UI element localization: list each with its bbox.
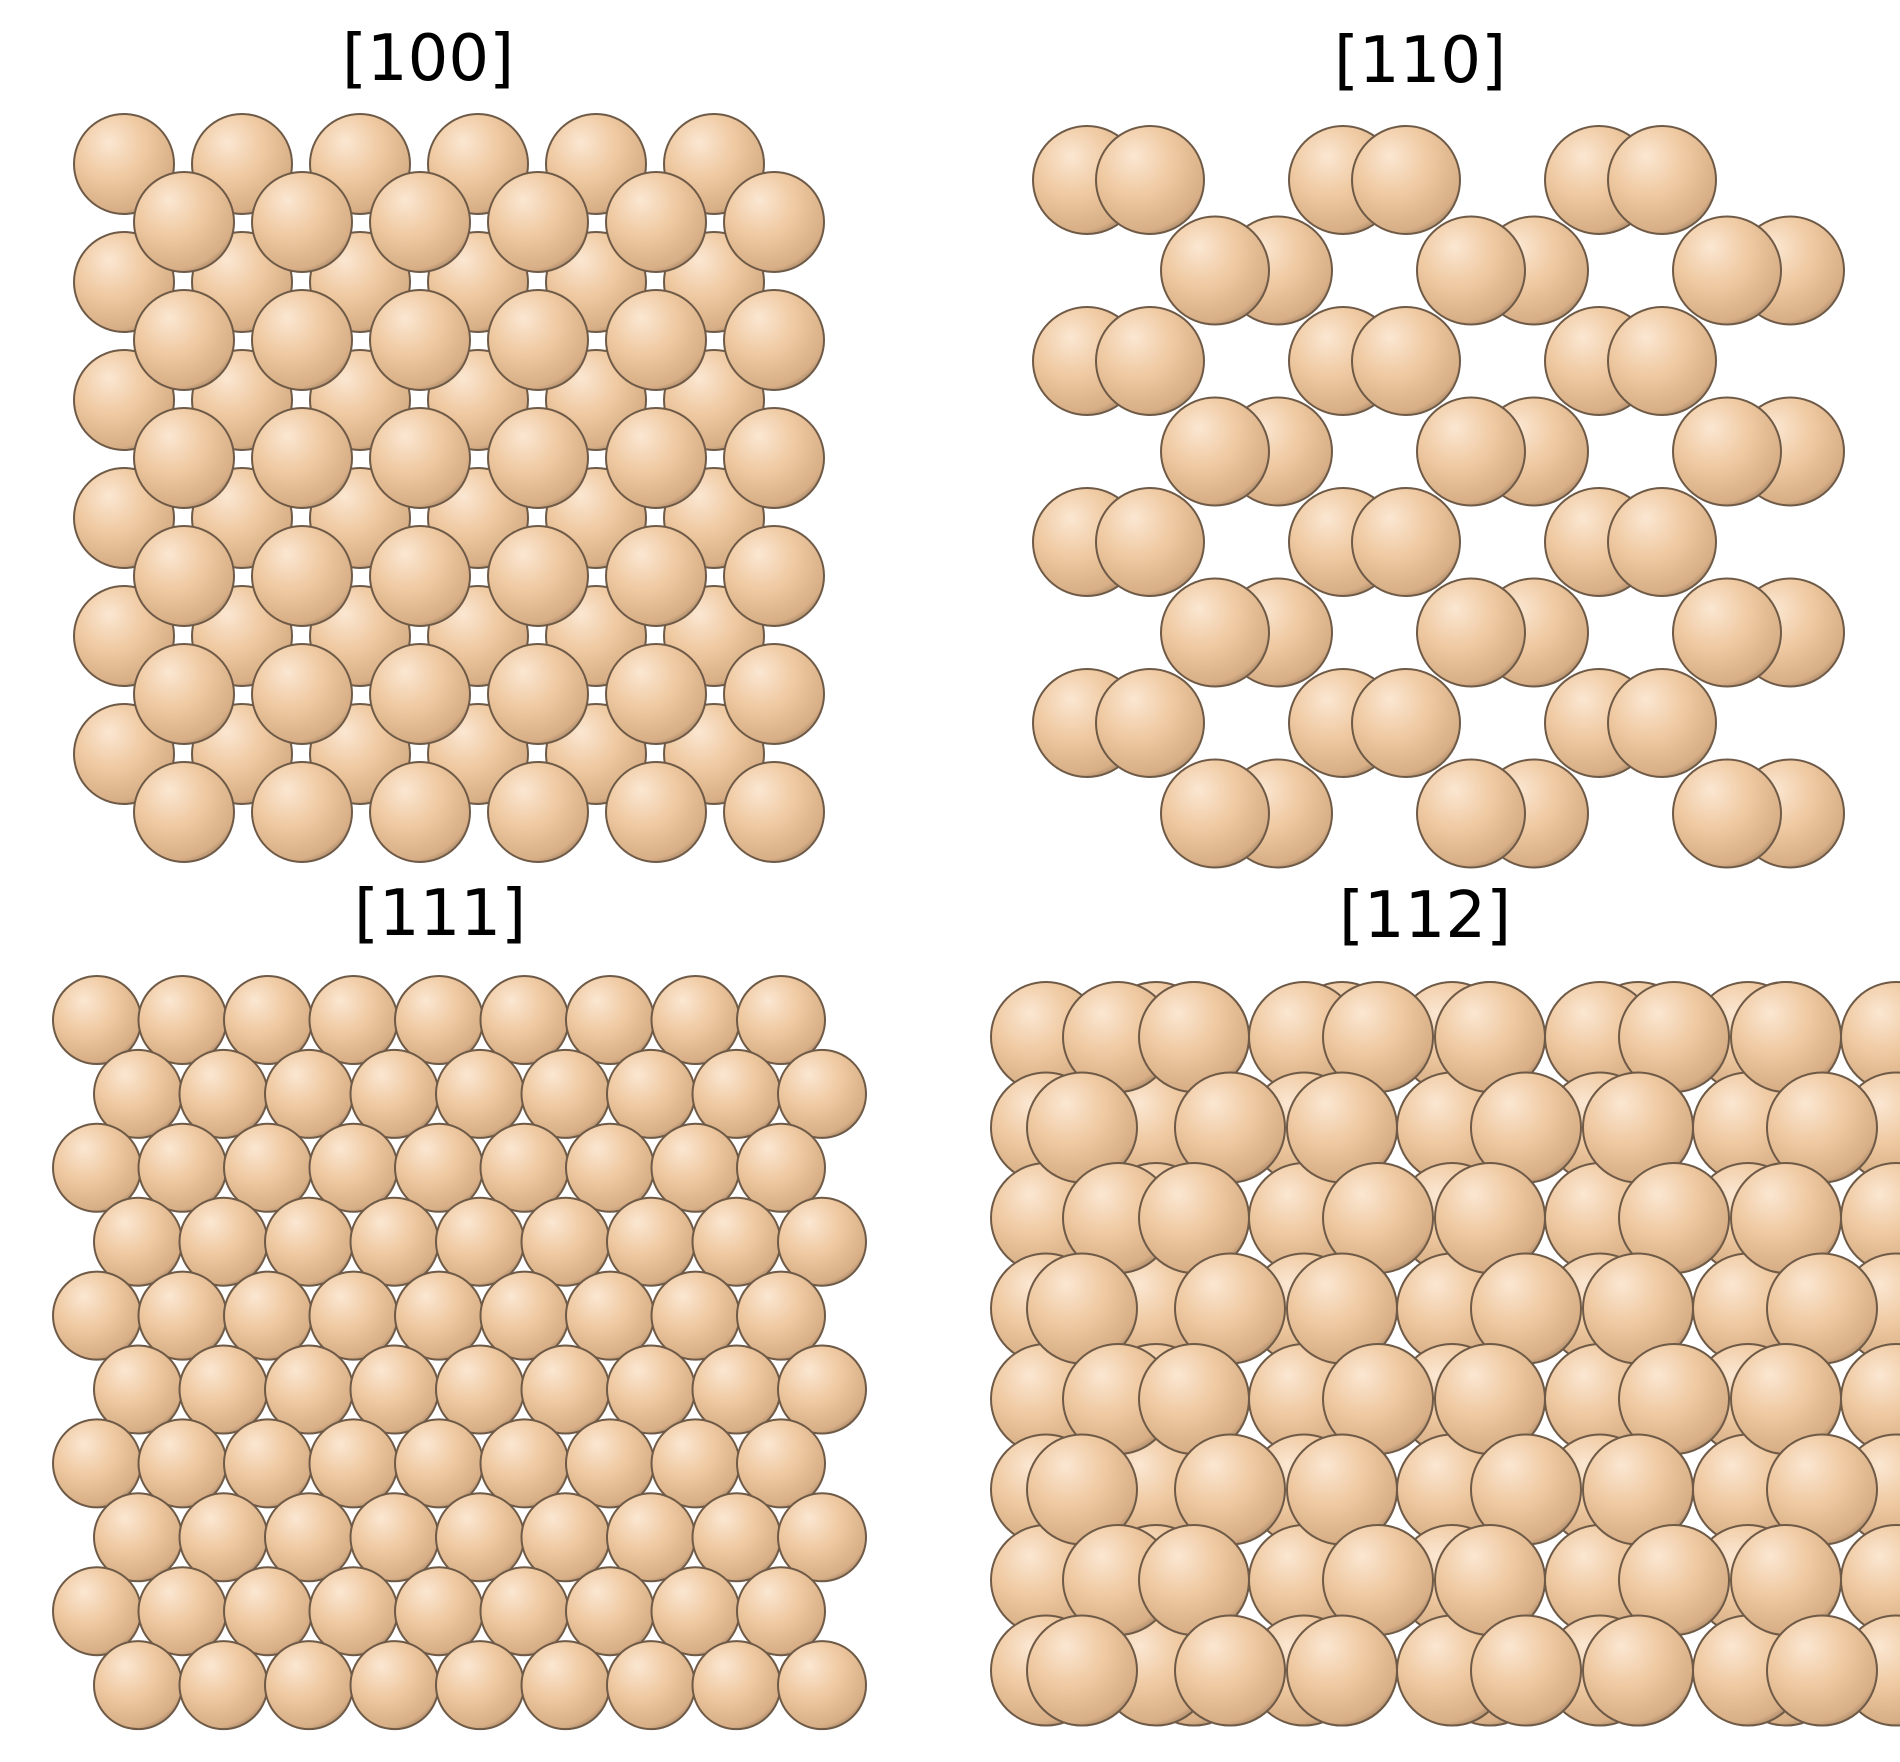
atom	[723, 761, 825, 863]
atom	[251, 289, 353, 391]
atom	[133, 525, 235, 627]
atom	[349, 1640, 440, 1731]
atom	[1286, 1614, 1398, 1727]
atom	[1351, 668, 1461, 778]
atom	[369, 761, 471, 863]
atom	[723, 643, 825, 745]
atom	[606, 1640, 696, 1731]
atom	[605, 643, 707, 745]
atom	[1351, 306, 1461, 416]
atom	[1672, 215, 1782, 326]
atom	[1416, 758, 1526, 869]
atom	[605, 761, 707, 863]
atom	[605, 171, 707, 273]
atom	[133, 761, 235, 863]
panel-title-112: [112]	[1339, 879, 1511, 953]
atom	[487, 643, 589, 745]
atom	[251, 761, 353, 863]
atom	[1607, 487, 1717, 597]
atom	[1582, 1614, 1694, 1727]
atom	[251, 407, 353, 509]
atom	[1607, 125, 1717, 235]
atom	[251, 643, 353, 745]
atom	[369, 407, 471, 509]
atom	[736, 1418, 826, 1509]
atom	[487, 171, 589, 273]
atom	[1672, 396, 1782, 507]
atom	[264, 1640, 354, 1731]
atom	[133, 643, 235, 745]
atom	[736, 1566, 826, 1657]
atom	[251, 171, 353, 273]
panel-111-atoms	[52, 975, 867, 1731]
atom	[1026, 1614, 1138, 1727]
atom	[1416, 396, 1526, 507]
atom	[691, 1640, 782, 1731]
atom	[777, 1492, 867, 1583]
atom	[1607, 668, 1717, 778]
atom	[736, 975, 826, 1065]
atom	[605, 525, 707, 627]
atom	[1351, 125, 1461, 235]
atom	[1766, 1614, 1878, 1727]
atom	[1672, 577, 1782, 688]
atom	[1672, 758, 1782, 869]
panel-110-atoms	[1032, 125, 1845, 869]
atom	[487, 289, 589, 391]
atom	[1607, 306, 1717, 416]
atom	[369, 171, 471, 273]
atom	[723, 525, 825, 627]
panel-title-100: [100]	[342, 22, 514, 96]
atom	[1160, 758, 1270, 869]
atom	[1095, 668, 1205, 778]
atom	[1160, 396, 1270, 507]
atom	[1416, 215, 1526, 326]
atom	[1095, 487, 1205, 597]
atom	[1160, 577, 1270, 688]
atom	[1416, 577, 1526, 688]
atom	[93, 1640, 183, 1731]
atom	[777, 1344, 867, 1435]
atom	[723, 289, 825, 391]
atom	[369, 289, 471, 391]
atom	[736, 1270, 826, 1361]
atom	[1095, 306, 1205, 416]
atom	[1160, 215, 1270, 326]
panel-100-atoms	[73, 113, 825, 863]
atom	[1174, 1614, 1286, 1727]
atom	[777, 1196, 867, 1287]
atom	[723, 407, 825, 509]
atom	[133, 171, 235, 273]
atom	[1470, 1614, 1582, 1727]
atom	[133, 407, 235, 509]
atom	[605, 289, 707, 391]
atom	[178, 1640, 269, 1731]
atom	[1095, 125, 1205, 235]
atom	[435, 1640, 525, 1731]
atom	[1351, 487, 1461, 597]
atom	[251, 525, 353, 627]
panel-112-atoms	[990, 981, 1900, 1727]
panel-title-110: [110]	[1334, 24, 1506, 98]
atom	[520, 1640, 611, 1731]
panel-title-111: [111]	[354, 877, 526, 951]
atom	[487, 407, 589, 509]
atom	[133, 289, 235, 391]
atom	[777, 1640, 867, 1731]
atom	[369, 525, 471, 627]
atom	[487, 525, 589, 627]
atom	[369, 643, 471, 745]
atom	[777, 1048, 867, 1139]
atom	[605, 407, 707, 509]
atom	[487, 761, 589, 863]
atom	[736, 1122, 826, 1213]
atom	[723, 171, 825, 273]
